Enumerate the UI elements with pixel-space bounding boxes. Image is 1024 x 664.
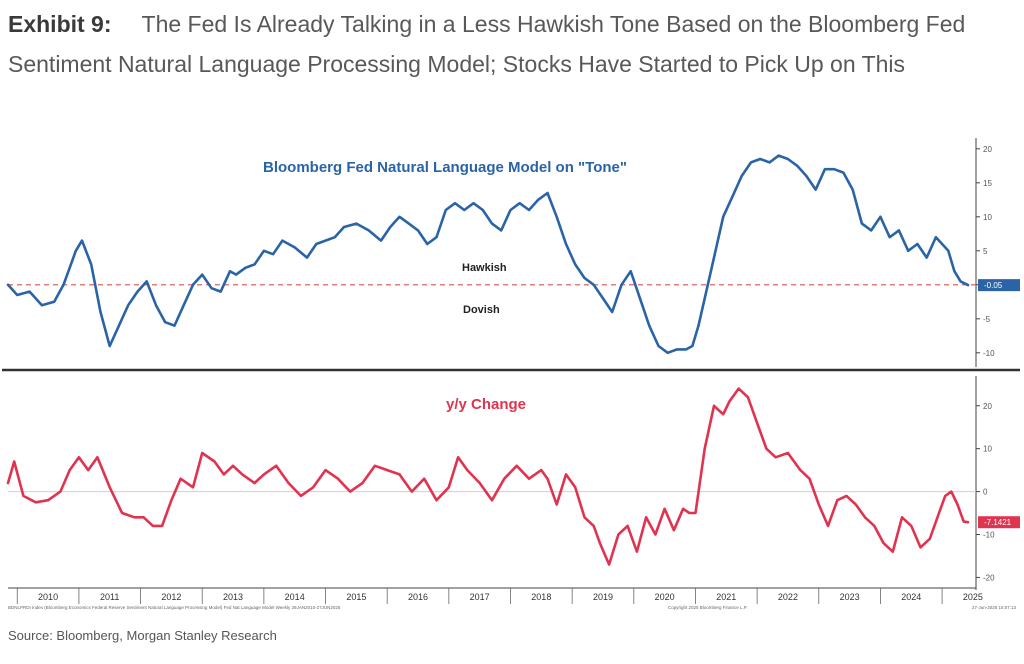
change-chart-title: y/y Change [446, 396, 526, 413]
change-last-value-box [978, 516, 1020, 529]
exhibit-label: Exhibit 9: [8, 11, 112, 37]
x-tick-label: 2023 [840, 592, 860, 602]
change-last-value-label: -7.1421 [984, 518, 1012, 527]
x-tick-label: 2012 [161, 592, 181, 602]
exhibit-title: The Fed Is Already Talking in a Less Haw… [8, 11, 966, 77]
x-tick-label: 2015 [346, 592, 366, 602]
change-y-tick-label: -20 [983, 573, 995, 582]
tone-last-value-label: -0.05 [984, 281, 1003, 290]
tone-chart-title: Bloomberg Fed Natural Language Model on … [263, 159, 627, 176]
tone-y-tick-label: -10 [983, 349, 995, 358]
x-axis: 2010 2011 2012 2013 2014 2015 2016 2017 2018 2019… [8, 587, 983, 604]
x-tick-label: 2025 [963, 592, 983, 602]
tone-y-tick-label: 10 [983, 213, 992, 222]
chart-frame [2, 132, 1020, 612]
x-tick-label: 2024 [901, 592, 921, 602]
change-y-tick-label: 20 [983, 402, 992, 411]
tone-series-line [6, 154, 970, 355]
tone-y-tick-label: 20 [983, 145, 992, 154]
tone-y-tick-label: 5 [983, 247, 988, 256]
tone-y-tick-label: 15 [983, 179, 992, 188]
x-tick-label: 2010 [38, 592, 58, 602]
change-y-tick-label: 10 [983, 445, 992, 454]
source-note: Source: Bloomberg, Morgan Stanley Resear… [8, 628, 277, 643]
x-tick-label: 2018 [531, 592, 551, 602]
exhibit-header: Exhibit 9: The Fed Is Already Talking in … [8, 4, 1016, 84]
hawkish-label: Hawkish [462, 262, 507, 274]
x-tick-label: 2021 [716, 592, 736, 602]
footer-timestamp: 27-Jun-2025 15:07:13 [972, 605, 1017, 610]
tone-last-value-box [978, 279, 1020, 292]
x-tick-label: 2017 [470, 592, 490, 602]
change-y-tick-label: 0 [983, 488, 988, 497]
dovish-label: Dovish [463, 304, 500, 316]
change-panel: -20 -10 0 10 20 -7.1421 y/y Change [6, 376, 1020, 590]
x-tick-label: 2013 [223, 592, 243, 602]
footer-right: Copyright 2025 Bloomberg Finance L.P. [668, 605, 747, 610]
x-tick-label: 2016 [408, 592, 428, 602]
tone-y-tick-label: -5 [983, 315, 991, 324]
x-tick-label: 2019 [593, 592, 613, 602]
footer-left: BDNLPRDI Index (Bloomberg Economics Fede… [8, 605, 341, 610]
x-tick-label: 2011 [100, 592, 119, 602]
x-tick-label: 2020 [655, 592, 675, 602]
change-y-tick-label: -10 [983, 531, 995, 540]
change-series-line [6, 387, 970, 566]
x-tick-label: 2014 [285, 592, 305, 602]
x-tick-label: 2022 [778, 592, 798, 602]
